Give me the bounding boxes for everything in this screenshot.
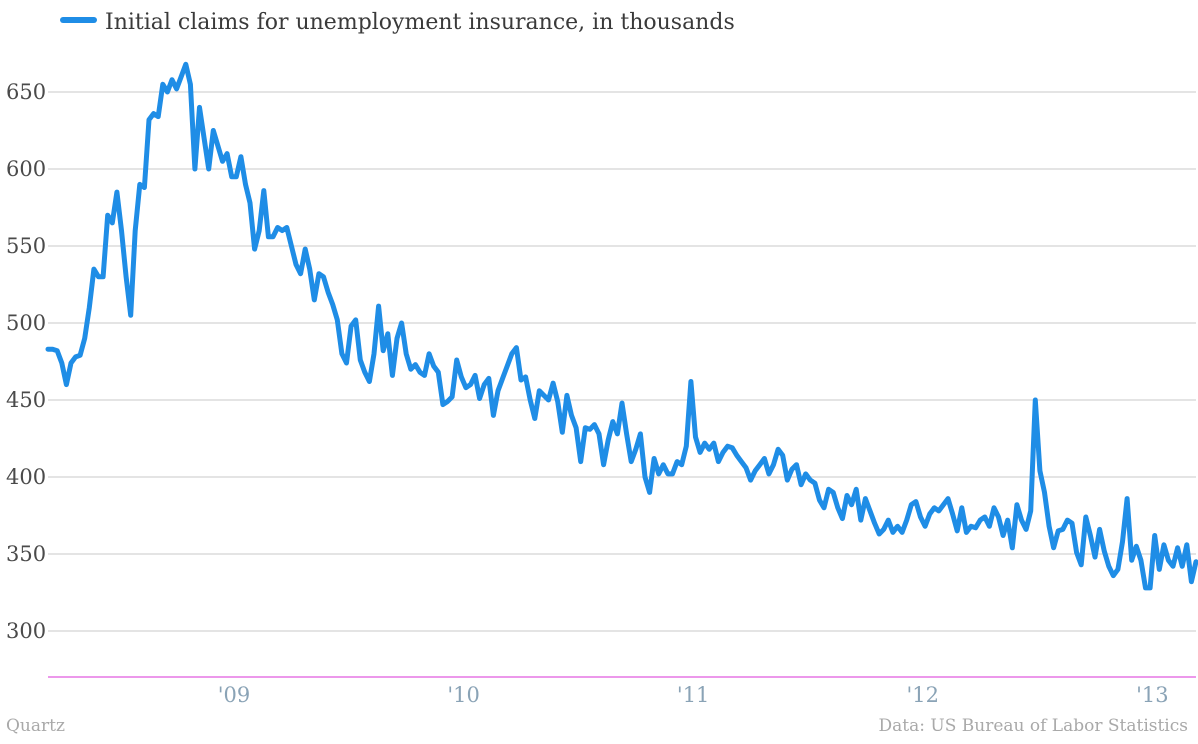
y-tick-label: 550: [6, 234, 46, 258]
y-tick-label: 400: [6, 465, 46, 489]
x-tick-label: '12: [907, 683, 940, 707]
x-tick-label: '09: [218, 683, 251, 707]
y-tick-label: 600: [6, 157, 46, 181]
source-label: Quartz: [6, 716, 65, 736]
y-tick-label: 450: [6, 388, 46, 412]
y-axis-tick-labels: 300 350 400 450 500 550 600 650: [6, 80, 46, 643]
series-line-initial-claims: [45, 61, 1198, 591]
y-tick-label: 350: [6, 542, 46, 566]
legend: Initial claims for unemployment insuranc…: [60, 10, 735, 35]
y-tick-label: 500: [6, 311, 46, 335]
x-axis-tick-labels: '09 '10 '11 '12 '13: [218, 683, 1169, 707]
legend-label: Initial claims for unemployment insuranc…: [105, 10, 735, 35]
y-tick-label: 650: [6, 80, 46, 104]
x-tick-label: '13: [1136, 683, 1169, 707]
data-credit: Data: US Bureau of Labor Statistics: [878, 716, 1188, 736]
x-tick-label: '10: [447, 683, 480, 707]
x-tick-label: '11: [677, 683, 710, 707]
y-tick-label: 300: [6, 619, 46, 643]
gridlines: [48, 91, 1196, 632]
